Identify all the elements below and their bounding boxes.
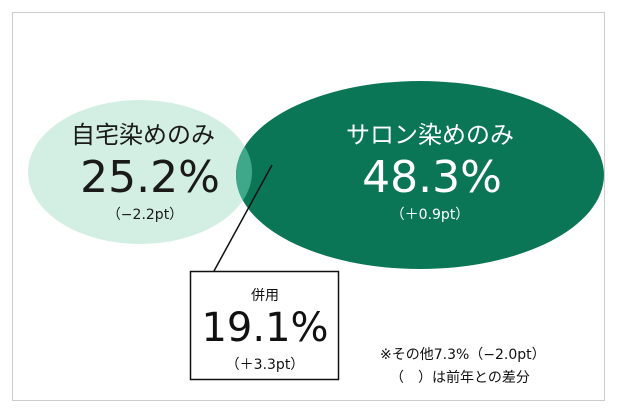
home-change: （−2.2pt） [107, 207, 183, 223]
note: （ ）は前年との差分 [390, 369, 530, 386]
salon-label: サロン染めのみ [346, 121, 514, 149]
home-value: 25.2% [80, 152, 220, 203]
leader-line [213, 164, 273, 272]
both-label: 併用 [251, 288, 279, 304]
salon-change: （＋0.9pt） [391, 207, 470, 223]
both-value: 19.1% [201, 305, 328, 351]
both-change: （＋3.3pt） [226, 357, 305, 373]
home-circle [28, 100, 252, 244]
salon-circle [236, 81, 604, 269]
salon-value: 48.3% [362, 152, 502, 203]
note: ※その他7.3%（−2.0pt） [380, 347, 546, 363]
both-box [189, 270, 340, 381]
home-label: 自宅染めのみ [71, 121, 215, 149]
